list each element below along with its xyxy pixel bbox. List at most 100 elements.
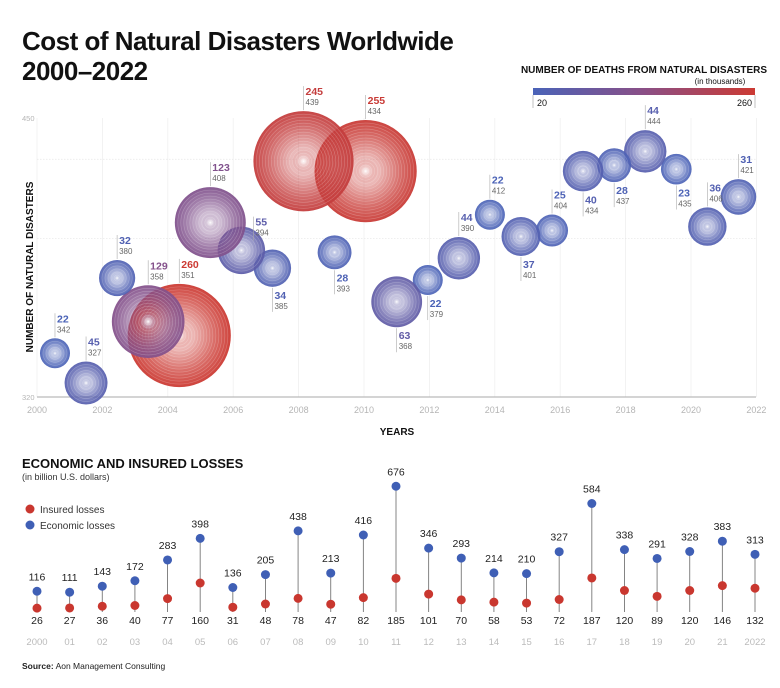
- economic-dot: [130, 576, 140, 586]
- bubble-circle: [501, 217, 541, 256]
- losses-column-21: 383 146 21: [714, 521, 732, 648]
- losses-column-14: 214 58 14: [485, 553, 503, 648]
- insured-dot: [717, 581, 727, 591]
- bubble-ring: [602, 153, 626, 177]
- insured-dot: [358, 593, 368, 603]
- losses-legend: Insured losses Economic losses: [25, 504, 115, 532]
- year-label: 16: [554, 637, 565, 648]
- disasters-label: 401: [523, 271, 537, 280]
- losses-column-13: 293 70 13: [453, 538, 471, 648]
- legend-insured-label: Insured losses: [40, 505, 104, 516]
- bubble-ring: [262, 119, 345, 203]
- economic-dot: [228, 583, 238, 592]
- economic-value: 283: [159, 540, 177, 552]
- economic-dot: [424, 543, 434, 553]
- deaths-label: 129: [150, 260, 168, 272]
- economic-value: 213: [322, 553, 340, 565]
- bubble-circle: [371, 276, 423, 328]
- bubble-ring: [271, 128, 336, 194]
- bubble-ring: [632, 138, 658, 164]
- insured-value: 31: [227, 615, 239, 627]
- bubble-ring: [541, 220, 563, 241]
- economic-value: 398: [191, 518, 209, 530]
- disasters-label: 437: [616, 197, 630, 206]
- bubble-ring: [568, 156, 598, 186]
- losses-column-08: 438 78 08: [289, 511, 307, 648]
- bubble-circle: [437, 237, 481, 280]
- bubble-ring: [323, 241, 346, 264]
- x-tick-label: 2012: [419, 405, 439, 415]
- bubble-ring: [565, 153, 601, 189]
- x-tick-label: 2020: [681, 405, 701, 415]
- source-text: Aon Management Consulting: [56, 661, 166, 671]
- bubble-ring: [510, 225, 532, 248]
- bubble-ring: [353, 158, 379, 184]
- deaths-label: 260: [181, 259, 199, 271]
- bubble-ring: [265, 261, 280, 276]
- bubble-ring: [513, 228, 529, 245]
- bubble-ring: [732, 190, 745, 203]
- insured-dot: [391, 573, 401, 583]
- deaths-label: 37: [523, 259, 535, 271]
- bubble-2020: [660, 153, 692, 185]
- bubble-2005: [174, 187, 246, 259]
- economic-dot: [489, 568, 499, 578]
- bubble-ring: [76, 373, 96, 393]
- insured-dot: [652, 591, 662, 601]
- insured-value: 70: [455, 615, 467, 627]
- deaths-label: 22: [492, 175, 504, 187]
- bubble-ring: [79, 376, 93, 390]
- disasters-label: 439: [306, 98, 320, 107]
- bubble-ring: [123, 296, 173, 347]
- insured-dot: [195, 578, 205, 588]
- x-tick-label: 2004: [158, 405, 178, 415]
- bubble-chart: 2234245327323801293582603511234085539434…: [39, 86, 757, 405]
- bubble-2014: [474, 199, 505, 230]
- disasters-label: 434: [368, 107, 382, 116]
- deaths-label: 32: [119, 235, 131, 247]
- deaths-label: 22: [57, 313, 69, 325]
- bubble-ring: [48, 346, 62, 360]
- bubble-ring: [320, 238, 349, 267]
- legend-insured-dot: [25, 504, 35, 514]
- x-tick-label: 2000: [27, 405, 47, 415]
- economic-value: 338: [616, 530, 634, 542]
- bubble-ring: [374, 279, 420, 325]
- disasters-label: 358: [150, 272, 164, 281]
- deaths-label: 28: [616, 185, 628, 197]
- bubble-ring: [198, 210, 223, 235]
- insured-value: 53: [521, 615, 533, 627]
- economic-dot: [456, 553, 466, 563]
- year-label: 17: [587, 637, 598, 648]
- economic-value: 328: [681, 532, 699, 544]
- bubble-ring: [232, 241, 251, 260]
- bubble-ring: [723, 181, 754, 212]
- bubble-2001: [64, 361, 108, 405]
- bubble-ring: [666, 159, 686, 179]
- bubble-ring: [192, 204, 229, 241]
- bubble-circle: [412, 265, 443, 296]
- year-label: 2022: [744, 637, 765, 648]
- insured-value: 72: [553, 615, 565, 627]
- bubble-ring: [45, 343, 65, 363]
- x-tick-label: 2022: [746, 405, 766, 415]
- x-tick-label: 2006: [223, 405, 243, 415]
- bubble-2013: [437, 237, 481, 280]
- disasters-label: 434: [585, 206, 599, 215]
- bubble-2017: [562, 150, 604, 192]
- deaths-label: 245: [306, 86, 324, 98]
- disasters-label: 379: [430, 310, 444, 319]
- economic-value: 313: [746, 534, 764, 546]
- insured-value: 187: [583, 615, 601, 627]
- insured-dot: [65, 603, 75, 613]
- disasters-label: 394: [255, 229, 269, 238]
- losses-column-02: 143 36 02: [94, 566, 112, 648]
- economic-value: 291: [648, 538, 666, 550]
